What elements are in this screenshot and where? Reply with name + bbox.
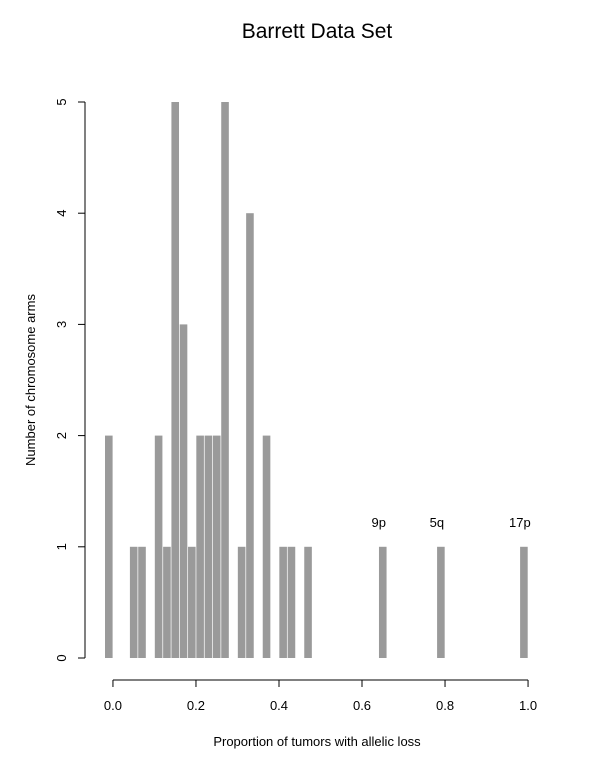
bar bbox=[262, 435, 271, 658]
annotation: 5q bbox=[430, 515, 444, 530]
x-tick-label: 1.0 bbox=[519, 698, 537, 713]
x-tick-label: 0.8 bbox=[436, 698, 454, 713]
bar bbox=[287, 546, 296, 658]
bar bbox=[196, 435, 204, 658]
bar bbox=[437, 546, 445, 658]
bar bbox=[154, 435, 163, 658]
bar bbox=[212, 435, 221, 658]
bar bbox=[378, 546, 387, 658]
bar bbox=[105, 435, 113, 658]
bar bbox=[171, 102, 180, 658]
y-tick-label: 3 bbox=[54, 321, 69, 328]
y-tick-label: 1 bbox=[54, 543, 69, 550]
bar bbox=[179, 324, 188, 658]
y-tick-label: 5 bbox=[54, 98, 69, 105]
bar bbox=[246, 213, 254, 658]
bar bbox=[163, 546, 171, 658]
y-tick-label: 0 bbox=[54, 654, 69, 661]
bar bbox=[279, 546, 287, 658]
x-tick-label: 0.6 bbox=[353, 698, 371, 713]
bar bbox=[129, 546, 138, 658]
y-axis-label: Number of chromosome arms bbox=[23, 294, 38, 466]
y-tick-label: 4 bbox=[54, 210, 69, 217]
bar bbox=[520, 546, 528, 658]
x-tick-label: 0.4 bbox=[270, 698, 288, 713]
y-tick-label: 2 bbox=[54, 432, 69, 439]
bar bbox=[304, 546, 312, 658]
bar bbox=[221, 102, 229, 658]
bar bbox=[204, 435, 213, 658]
x-axis-label: Proportion of tumors with allelic loss bbox=[213, 734, 421, 749]
chart-title: Barrett Data Set bbox=[242, 20, 393, 43]
annotation: 17p bbox=[509, 515, 531, 530]
annotation: 9p bbox=[372, 515, 386, 530]
bar bbox=[138, 546, 146, 658]
bar bbox=[237, 546, 246, 658]
bar bbox=[188, 546, 196, 658]
x-tick-label: 0.0 bbox=[104, 698, 122, 713]
x-tick-label: 0.2 bbox=[187, 698, 205, 713]
